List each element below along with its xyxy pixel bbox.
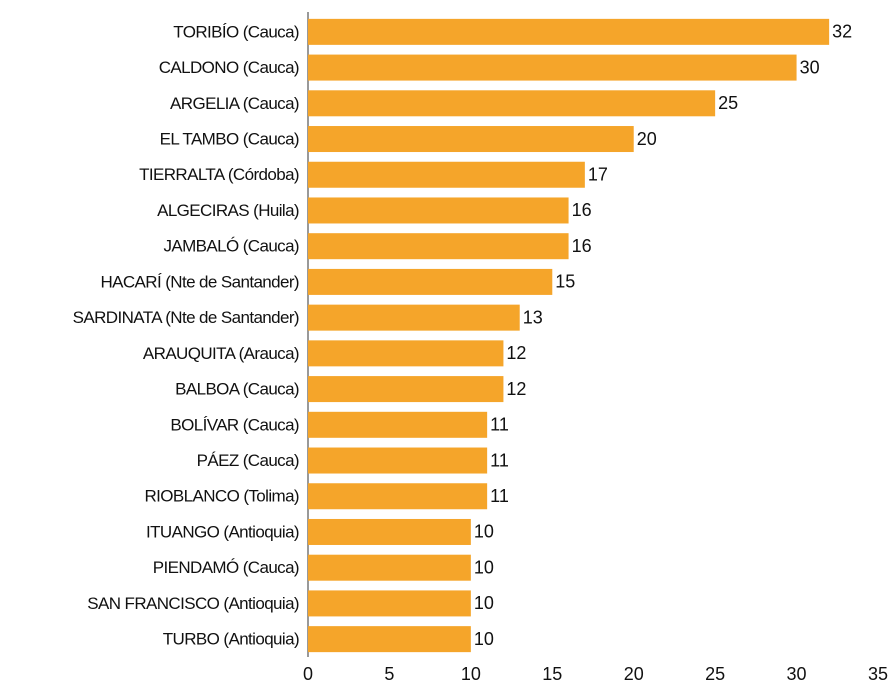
x-tick-label: 25: [705, 664, 725, 684]
y-tick-label: CALDONO (Cauca): [159, 58, 299, 77]
value-label: 11: [490, 450, 509, 470]
y-tick-label: PÁEZ (Cauca): [197, 451, 299, 470]
bar: [308, 233, 569, 260]
bar: [308, 518, 471, 545]
value-label: 10: [474, 593, 494, 613]
bar: [308, 483, 488, 510]
y-tick-label: TIERRALTA (Córdoba): [139, 165, 299, 184]
bar: [308, 626, 471, 653]
bar: [308, 554, 471, 581]
bar: [308, 447, 488, 474]
y-tick-label: SARDINATA (Nte de Santander): [73, 308, 299, 327]
x-tick-label: 0: [303, 664, 313, 684]
value-label: 10: [474, 522, 494, 542]
y-tick-label: BALBOA (Cauca): [175, 380, 299, 399]
value-label: 13: [523, 307, 543, 327]
bar: [308, 90, 716, 117]
y-tick-label: ARAUQUITA (Arauca): [143, 344, 299, 363]
value-label: 25: [718, 93, 738, 113]
y-tick-label: BOLÍVAR (Cauca): [170, 415, 299, 434]
bar: [308, 54, 797, 81]
x-tick-label: 30: [787, 664, 807, 684]
y-tick-label: PIENDAMÓ (Cauca): [153, 558, 299, 577]
x-tick-label: 15: [542, 664, 562, 684]
bar: [308, 268, 553, 295]
bar: [308, 126, 634, 153]
bar: [308, 304, 520, 331]
x-tick-label: 10: [461, 664, 481, 684]
y-tick-label: SAN FRANCISCO (Antioquia): [87, 594, 299, 613]
x-tick-label: 20: [624, 664, 644, 684]
bar: [308, 340, 504, 367]
value-label: 30: [800, 57, 820, 77]
bar: [308, 161, 585, 188]
value-label: 11: [490, 486, 509, 506]
y-tick-label: ALGECIRAS (Huila): [157, 201, 299, 220]
value-label: 12: [506, 379, 526, 399]
value-label: 11: [490, 415, 509, 435]
value-label: 16: [572, 200, 592, 220]
y-tick-label: RIOBLANCO (Tolima): [144, 487, 299, 506]
value-label: 17: [588, 165, 608, 185]
bar: [308, 376, 504, 403]
y-tick-label: ITUANGO (Antioquia): [146, 522, 299, 541]
y-tick-label: HACARÍ (Nte de Santander): [100, 272, 299, 291]
x-tick-label: 35: [868, 664, 888, 684]
bar: [308, 18, 830, 45]
y-tick-label: TURBO (Antioquia): [163, 630, 299, 649]
value-label: 32: [832, 22, 852, 42]
y-tick-label: ARGELIA (Cauca): [170, 94, 299, 113]
x-tick-label: 5: [384, 664, 394, 684]
y-tick-label: TORIBÍO (Cauca): [173, 22, 299, 41]
bar: [308, 197, 569, 224]
value-label: 16: [572, 236, 592, 256]
value-label: 20: [637, 129, 657, 149]
y-tick-label: EL TAMBO (Cauca): [160, 130, 299, 149]
value-label: 15: [555, 272, 575, 292]
bar: [308, 411, 488, 438]
y-tick-label: JAMBALÓ (Cauca): [163, 237, 299, 256]
bar: [308, 590, 471, 617]
value-label: 10: [474, 629, 494, 649]
value-label: 12: [506, 343, 526, 363]
value-label: 10: [474, 557, 494, 577]
